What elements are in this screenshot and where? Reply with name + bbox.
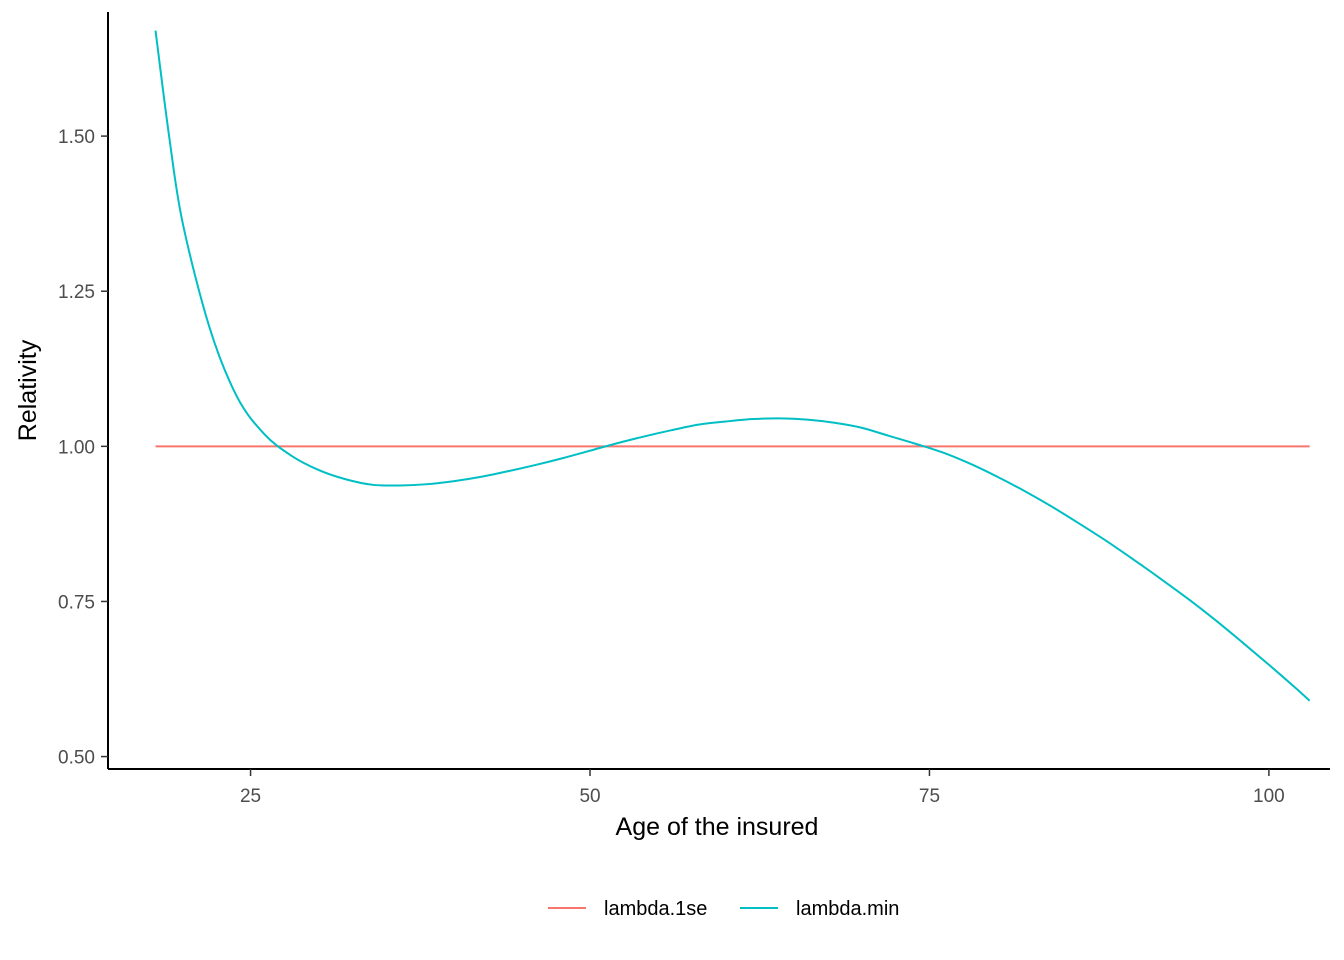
legend-label: lambda.1se — [604, 898, 707, 920]
y-tick-label: 1.25 — [58, 282, 95, 303]
ticks: 25 50 75 100 0.50 0.75 1.00 1.25 1.50 — [58, 127, 1285, 807]
legend: lambda.1se lambda.min — [548, 898, 899, 920]
y-tick-label: 1.50 — [58, 127, 95, 148]
x-tick-label: 75 — [919, 786, 940, 807]
series-line-lambda-min — [154, 30, 1311, 702]
x-tick-label: 25 — [240, 786, 261, 807]
y-tick-label: 0.50 — [58, 748, 95, 769]
y-tick-label: 0.75 — [58, 592, 95, 613]
x-tick-label: 100 — [1253, 786, 1285, 807]
plot-area — [154, 30, 1311, 702]
x-tick-label: 50 — [579, 786, 600, 807]
y-tick-label: 1.00 — [58, 437, 95, 458]
y-axis-title: Relativity — [14, 339, 42, 441]
legend-label: lambda.min — [796, 898, 899, 920]
axes — [107, 12, 1330, 770]
x-axis-title: Age of the insured — [616, 813, 819, 841]
